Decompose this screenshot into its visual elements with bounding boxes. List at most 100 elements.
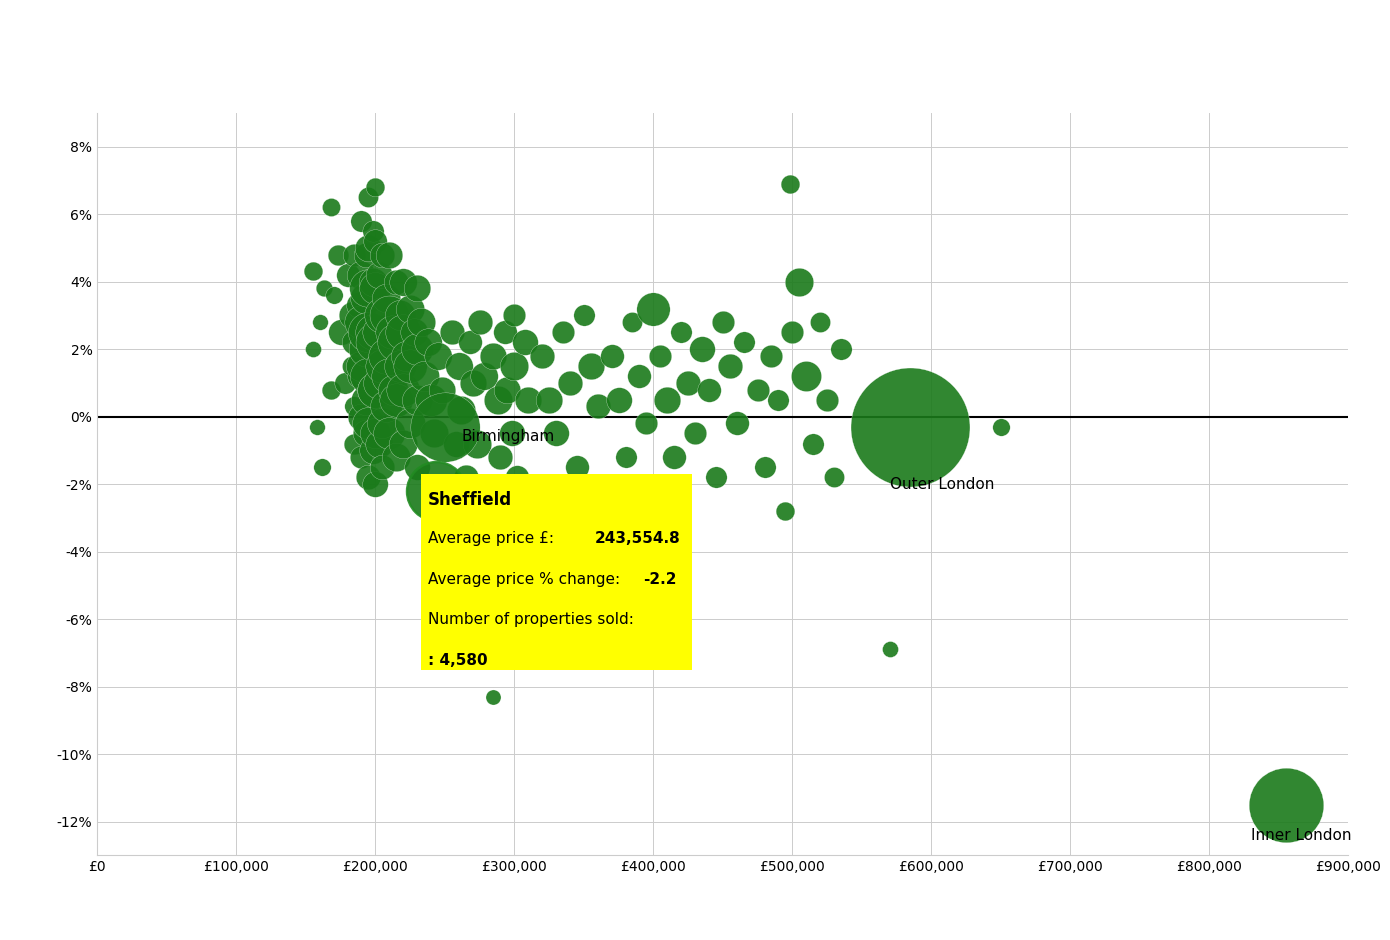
Point [392,274,414,290]
Point [614,449,637,464]
Point [774,504,796,519]
Point [677,375,699,390]
Text: Birmingham: Birmingham [461,430,555,445]
Point [341,358,363,373]
Point [357,241,379,256]
Point [649,349,671,364]
Point [354,247,377,262]
Point [306,419,328,434]
Point [361,324,384,339]
Point [461,375,484,390]
Point [361,224,384,239]
Point [364,180,386,195]
Point [350,409,373,424]
Text: Average price % change:: Average price % change: [428,572,626,587]
Point [719,358,741,373]
Point [371,415,393,431]
Point [1275,797,1297,812]
Point [431,382,453,397]
Point [364,233,386,248]
Point [336,267,359,282]
Polygon shape [436,521,505,669]
Point [385,274,407,290]
Point [778,176,801,191]
Point [413,368,435,384]
Point [371,247,393,262]
FancyBboxPatch shape [421,474,692,669]
Point [399,358,421,373]
Point [823,470,845,485]
Point [441,324,463,339]
Point [594,483,616,498]
Point [466,436,488,451]
Point [788,274,810,290]
Point [830,341,852,356]
Point [475,494,498,509]
Point [459,335,481,350]
Point [378,307,400,322]
Point [368,324,391,339]
Point [375,399,398,414]
Point [368,436,391,451]
Point [354,426,377,441]
Point [357,368,379,384]
Point [816,392,838,407]
Point [503,307,525,322]
Point [781,324,803,339]
Point [455,470,477,485]
Point [320,382,342,397]
Point [343,247,366,262]
Text: Sheffield: Sheffield [428,491,513,509]
Point [746,382,769,397]
Point [350,449,373,464]
Point [389,358,411,373]
Point [726,415,748,431]
Point [381,324,403,339]
Point [368,375,391,390]
Point [364,335,386,350]
Point [628,368,651,384]
Point [350,267,373,282]
Point [378,426,400,441]
Point [311,460,334,475]
Point [524,504,546,519]
Point [364,281,386,296]
Point [357,415,379,431]
Point [450,402,473,417]
Point [434,419,456,434]
Point [712,315,734,330]
Point [357,324,379,339]
Point [663,449,685,464]
Point [600,349,623,364]
Point [334,375,356,390]
Point [375,290,398,306]
Point [364,477,386,492]
Point [399,301,421,316]
Point [348,298,370,313]
Point [621,315,644,330]
Point [899,419,922,434]
Point [375,349,398,364]
Point [378,247,400,262]
Point [361,274,384,290]
Point [371,358,393,373]
Text: Outer London: Outer London [890,478,994,493]
Point [767,392,790,407]
Point [642,301,664,316]
Point [343,335,366,350]
Point [348,368,370,384]
Point [506,470,528,485]
Point [389,307,411,322]
Point [357,470,379,485]
Point [392,436,414,451]
Point [517,392,539,407]
Point [371,307,393,322]
Point [496,382,518,397]
Point [302,341,324,356]
Point [559,375,581,390]
Point [309,315,331,330]
Point [607,392,630,407]
Point [468,315,491,330]
Point [350,315,373,330]
Point [795,368,817,384]
